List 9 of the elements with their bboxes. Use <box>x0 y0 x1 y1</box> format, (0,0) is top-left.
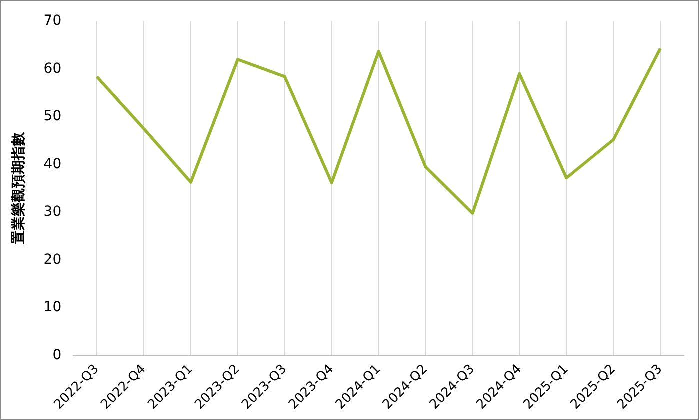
y-axis-title: 置業樂觀預期指數 <box>11 132 28 246</box>
y-tick-label: 20 <box>44 252 62 268</box>
y-tick-label: 70 <box>44 13 62 30</box>
y-tick-label: 50 <box>44 108 62 125</box>
y-tick-label: 40 <box>44 156 62 172</box>
y-tick-label: 10 <box>44 300 62 316</box>
y-tick-label: 0 <box>52 347 62 364</box>
y-tick-label: 60 <box>44 60 62 77</box>
y-tick-label: 30 <box>44 204 62 220</box>
